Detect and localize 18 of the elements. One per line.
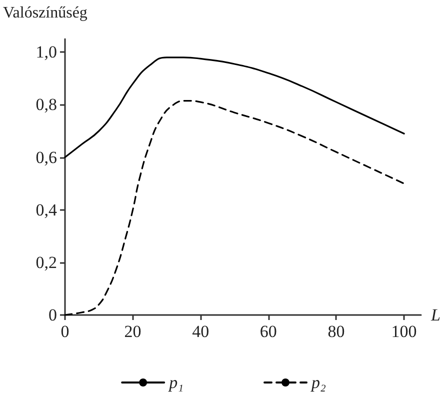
y-tick-label: 1,0 — [36, 42, 57, 62]
y-axis-title: Valószínűség — [3, 4, 88, 22]
x-axis-title: L — [430, 306, 440, 324]
x-tick-label: 0 — [60, 322, 70, 341]
y-tick-label: 0 — [48, 306, 57, 324]
line-series — [64, 100, 405, 316]
y-tick-label: 0,4 — [36, 200, 58, 220]
y-tick-label: 0,8 — [36, 95, 57, 114]
x-tick-label: 40 — [192, 322, 210, 341]
line-series — [64, 56, 405, 158]
x-tick-label: 60 — [260, 322, 277, 341]
legend-label: p₂ — [310, 373, 326, 392]
x-tick-label: 100 — [391, 322, 417, 341]
legend-label: p₁ — [168, 373, 184, 392]
y-tick-label: 0,2 — [36, 252, 57, 272]
x-tick-label: 20 — [124, 322, 142, 341]
x-tick-label: 80 — [328, 322, 345, 341]
y-tick-label: 0,6 — [36, 148, 57, 167]
